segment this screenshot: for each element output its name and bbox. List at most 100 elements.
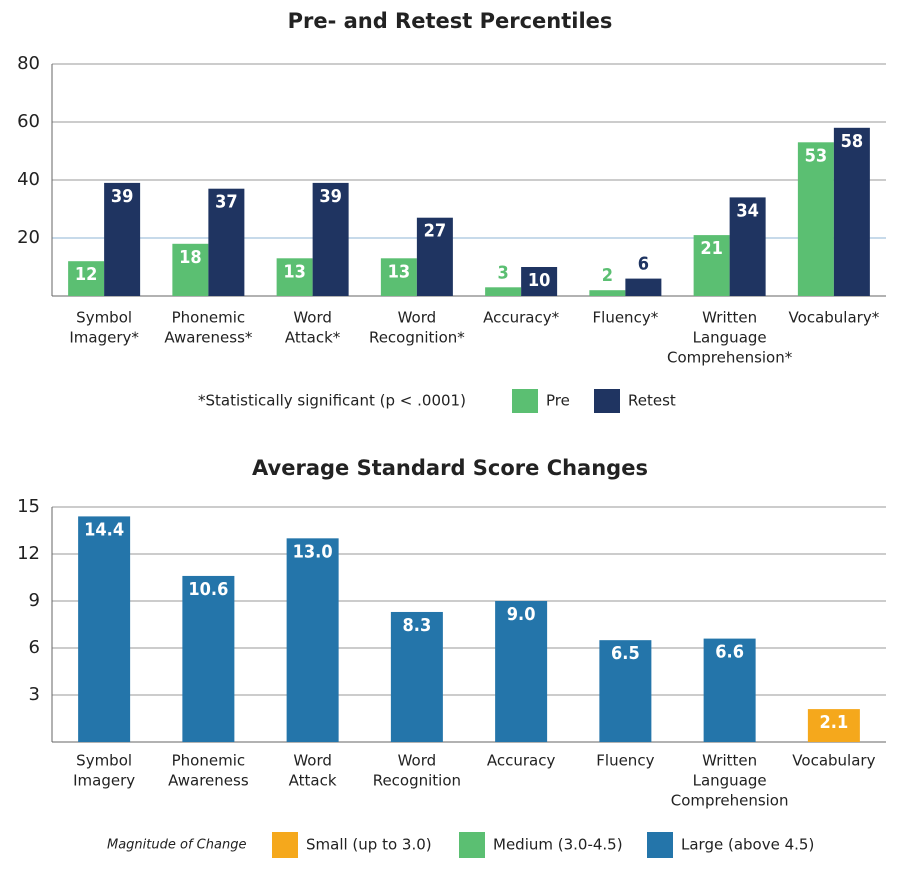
x-tick-label: Word — [398, 309, 437, 327]
bar — [797, 142, 834, 296]
data-label: 58 — [841, 131, 864, 152]
bar — [390, 611, 443, 742]
y-tick-label: 9 — [29, 590, 40, 611]
data-label: 14.4 — [84, 519, 124, 540]
bar — [703, 638, 756, 742]
legend-label: Retest — [628, 392, 676, 410]
x-tick-label: Imagery — [73, 772, 135, 790]
data-label: 21 — [700, 238, 723, 259]
y-tick-label: 3 — [29, 684, 40, 705]
data-label: 39 — [319, 186, 342, 207]
x-tick-label: Fluency* — [593, 309, 659, 327]
x-tick-label: Imagery* — [69, 329, 139, 347]
bar — [286, 538, 339, 742]
x-tick-label: Symbol — [76, 309, 132, 327]
x-tick-label: Comprehension — [671, 792, 789, 810]
bar — [589, 290, 626, 296]
bar — [78, 516, 131, 742]
y-tick-label: 40 — [17, 169, 40, 190]
legend-label: Medium (3.0-4.5) — [493, 836, 623, 854]
data-label: 12 — [75, 264, 98, 285]
bar — [729, 197, 766, 296]
data-label: 13 — [388, 261, 411, 282]
bar — [312, 182, 349, 296]
bar — [693, 235, 730, 296]
bar — [182, 575, 235, 742]
bar — [208, 188, 245, 296]
data-label: 8.3 — [403, 615, 432, 636]
y-tick-label: 80 — [17, 53, 40, 74]
legend-swatch — [647, 832, 673, 858]
annotation: *Statistically significant (p < .0001) — [198, 392, 466, 410]
data-label: 9.0 — [507, 604, 536, 625]
bar — [104, 182, 141, 296]
x-tick-label: Symbol — [76, 752, 132, 770]
x-tick-label: Phonemic — [172, 752, 246, 770]
data-label: 2.1 — [820, 712, 849, 733]
legend-label: Large (above 4.5) — [681, 836, 814, 854]
y-tick-label: 60 — [17, 111, 40, 132]
data-label: 34 — [736, 200, 759, 221]
x-tick-label: Fluency — [596, 752, 654, 770]
data-label: 27 — [424, 221, 447, 242]
legend-swatch — [594, 389, 620, 413]
chart-title: Average Standard Score Changes — [252, 456, 648, 480]
x-tick-label: Language — [693, 772, 767, 790]
legend-label: Small (up to 3.0) — [306, 836, 432, 854]
data-label: 10 — [528, 270, 551, 291]
x-tick-label: Word — [398, 752, 437, 770]
data-label: 6 — [638, 254, 649, 275]
bar — [833, 127, 870, 296]
bar — [485, 287, 522, 296]
data-label: 3 — [497, 262, 508, 283]
x-tick-label: Written — [702, 309, 757, 327]
bar — [625, 278, 662, 296]
legend-swatch — [272, 832, 298, 858]
legend-swatch — [512, 389, 538, 413]
bar — [521, 267, 558, 296]
data-label: 39 — [111, 186, 134, 207]
x-tick-label: Awareness* — [164, 329, 253, 347]
bar — [416, 217, 453, 296]
legend-title: Magnitude of Change — [107, 838, 246, 853]
data-label: 2 — [602, 265, 613, 286]
y-tick-label: 6 — [29, 637, 40, 658]
data-label: 18 — [179, 247, 202, 268]
x-tick-label: Comprehension* — [667, 349, 793, 367]
chart-title: Pre- and Retest Percentiles — [288, 9, 613, 33]
legend-label: Pre — [546, 392, 570, 410]
bar — [599, 640, 652, 742]
x-tick-label: Vocabulary — [792, 752, 875, 770]
x-tick-label: Phonemic — [172, 309, 246, 327]
data-label: 13.0 — [293, 541, 333, 562]
data-label: 37 — [215, 192, 238, 213]
x-tick-label: Word — [293, 309, 332, 327]
bar — [380, 258, 417, 296]
x-tick-label: Word — [293, 752, 332, 770]
x-tick-label: Accuracy* — [483, 309, 559, 327]
legend-swatch — [459, 832, 485, 858]
x-tick-label: Attack — [289, 772, 337, 790]
bar — [276, 258, 313, 296]
bar — [68, 261, 105, 296]
x-tick-label: Vocabulary* — [789, 309, 880, 327]
x-tick-label: Language — [693, 329, 767, 347]
data-label: 6.5 — [611, 643, 640, 664]
x-tick-label: Awareness — [168, 772, 249, 790]
x-tick-label: Accuracy — [487, 752, 556, 770]
bar — [807, 709, 860, 742]
data-label: 13 — [283, 261, 306, 282]
data-label: 53 — [805, 145, 828, 166]
x-tick-label: Written — [702, 752, 757, 770]
data-label: 10.6 — [188, 579, 228, 600]
x-tick-label: Recognition — [373, 772, 461, 790]
bar — [495, 601, 548, 742]
bar — [172, 243, 209, 296]
data-label: 6.6 — [715, 642, 744, 663]
y-tick-label: 20 — [17, 227, 40, 248]
x-tick-label: Recognition* — [369, 329, 465, 347]
y-tick-label: 15 — [17, 496, 40, 517]
x-tick-label: Attack* — [285, 329, 341, 347]
y-tick-label: 12 — [17, 543, 40, 564]
